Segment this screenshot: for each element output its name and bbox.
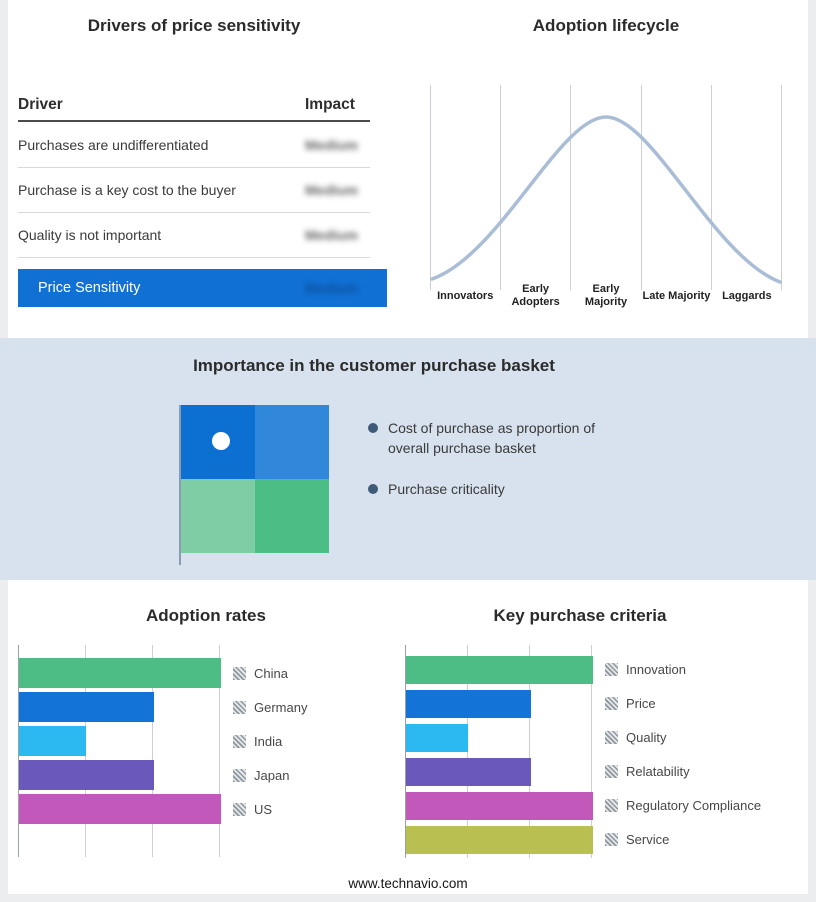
adoption-curve (430, 115, 782, 284)
legend-label-innovation: Innovation (626, 662, 686, 677)
bar-price (406, 690, 531, 718)
stage-label-early-adopters: Early Adopters (511, 283, 560, 308)
legend-label-india: India (254, 734, 283, 749)
basket-title: Importance in the customer purchase bask… (193, 356, 555, 375)
legend-swatch-icon (605, 799, 618, 812)
impact-value-blurred: Medium (305, 226, 358, 243)
criteria-plot (405, 645, 593, 858)
gridline (219, 645, 220, 857)
header-underline (18, 120, 370, 122)
adoption-rates-title: Adoption rates (146, 606, 266, 625)
legend-swatch-icon (605, 697, 618, 710)
basket-bullet-1: Cost of purchase as proportion of overal… (388, 420, 596, 456)
legend-swatch-icon (605, 833, 618, 846)
bullet-icon (368, 423, 378, 433)
price-sensitivity-impact-blurred: Medium (305, 280, 358, 296)
lifecycle-stage-labels: Innovators Early Adopters Early Majority… (430, 282, 782, 310)
bar-relatability (406, 758, 531, 786)
matrix-axis-line (179, 405, 181, 565)
lifecycle-plot (430, 85, 782, 290)
impact-value-blurred: Medium (305, 136, 358, 153)
bar-india (19, 726, 87, 756)
impact-value-blurred: Medium (305, 181, 358, 198)
matrix-quadrant-bottom-right (255, 479, 329, 553)
legend-label-germany: Germany (254, 700, 308, 715)
bar-china (19, 658, 221, 688)
legend-label-regulatory-compliance: Regulatory Compliance (626, 798, 762, 813)
footer-url: www.technavio.com (348, 876, 468, 891)
bar-innovation (406, 656, 593, 684)
position-marker-dot (212, 432, 230, 450)
adoption-rates-plot (18, 645, 221, 857)
driver-text: Purchases are undifferentiated (18, 136, 209, 153)
legend-swatch-icon (233, 803, 246, 816)
y-axis-line (18, 645, 19, 857)
legend-swatch-icon (605, 731, 618, 744)
bar-us (19, 794, 221, 824)
bar-quality (406, 724, 469, 752)
matrix-quadrant-bottom-left (181, 479, 255, 553)
purchase-basket-band (0, 338, 816, 580)
price-sensitivity-label: Price Sensitivity (38, 280, 141, 296)
stage-label-late-majority: Late Majority (642, 289, 711, 302)
legend-label-price: Price (626, 696, 656, 711)
gridline (641, 85, 642, 290)
bar-regulatory-compliance (406, 792, 593, 820)
legend-label-china: China (254, 666, 288, 681)
basket-bullet-2: Purchase criticality (388, 481, 505, 497)
bar-service (406, 826, 593, 854)
legend-swatch-icon (233, 769, 246, 782)
gridline (430, 85, 431, 290)
legend-label-us: US (254, 802, 273, 817)
stage-label-laggards: Laggards (722, 289, 772, 302)
gridline (591, 645, 592, 858)
legend-label-japan: Japan (254, 768, 290, 783)
legend-label-relatability: Relatability (626, 764, 690, 779)
driver-row: Quality is not important Medium (18, 212, 370, 258)
criteria-title: Key purchase criteria (493, 606, 667, 625)
bar-japan (19, 760, 154, 790)
legend-swatch-icon (605, 765, 618, 778)
driver-row: Purchase is a key cost to the buyer Medi… (18, 167, 370, 213)
legend-swatch-icon (233, 735, 246, 748)
driver-text: Quality is not important (18, 226, 162, 243)
driver-column-header: Driver (18, 96, 63, 113)
y-axis-line (405, 645, 406, 858)
legend-swatch-icon (233, 701, 246, 714)
gridline (500, 85, 501, 290)
legend-label-quality: Quality (626, 730, 667, 745)
bullet-icon (368, 484, 378, 494)
gridline (781, 85, 782, 290)
impact-column-header: Impact (305, 96, 355, 113)
drivers-title: Drivers of price sensitivity (87, 16, 301, 35)
matrix-quadrant-top-right (255, 405, 329, 479)
gridline (529, 645, 530, 858)
bar-germany (19, 692, 154, 722)
price-sensitivity-row: Price Sensitivity Medium (18, 269, 387, 307)
gridline (570, 85, 571, 290)
legend-swatch-icon (233, 667, 246, 680)
legend-label-service: Service (626, 832, 670, 847)
purchase-matrix (181, 405, 329, 553)
lifecycle-title: Adoption lifecycle (532, 16, 680, 35)
gridline (711, 85, 712, 290)
stage-label-innovators: Innovators (437, 289, 494, 302)
legend-swatch-icon (605, 663, 618, 676)
driver-text: Purchase is a key cost to the buyer (18, 181, 236, 198)
gridline (152, 645, 153, 857)
stage-label-early-majority: Early Majority (584, 283, 628, 308)
driver-row: Purchases are undifferentiated Medium (18, 122, 370, 168)
